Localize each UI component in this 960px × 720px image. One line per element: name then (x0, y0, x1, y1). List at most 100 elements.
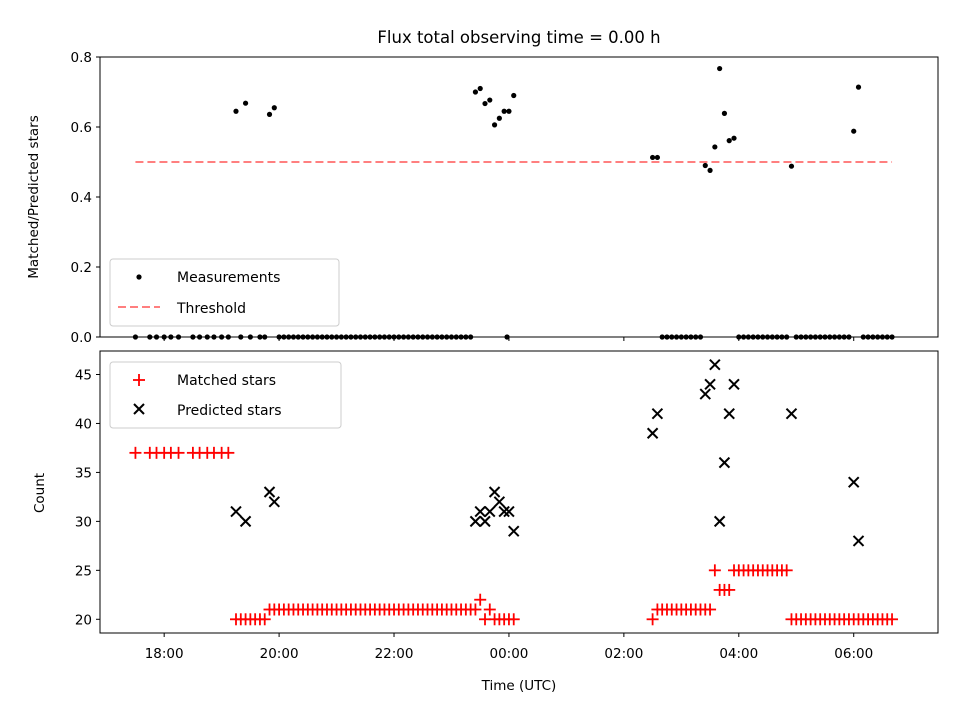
matched-star-point (474, 593, 487, 606)
top-x-ticks (163, 337, 855, 341)
predicted-star-point (508, 525, 520, 537)
matched-star-point (507, 613, 520, 626)
y-tick-label: 30 (75, 514, 92, 530)
predicted-star-point (503, 505, 515, 518)
matched-star-point (469, 603, 482, 616)
predicted-star-point (728, 378, 740, 390)
top-y-axis-label: Matched/Predicted stars (26, 115, 42, 278)
legend-matched-label: Matched stars (177, 373, 276, 389)
measurement-point (511, 92, 517, 99)
matched-star-point (129, 446, 142, 459)
measurement-point (501, 108, 507, 114)
bottom-legend: Matched stars Predicted stars (109, 361, 342, 429)
legend-measurements-marker (136, 274, 142, 280)
predicted-star-point (709, 359, 721, 371)
measurement-point (496, 115, 502, 121)
x-tick-label: 02:00 (604, 646, 643, 662)
measurement-point (491, 122, 498, 128)
predicted-star-point (484, 505, 496, 518)
measurement-point (233, 108, 239, 114)
matched-star-point (704, 603, 717, 616)
predicted-star-point (488, 486, 501, 498)
predicted-star-point (651, 407, 664, 420)
measurement-point (266, 111, 273, 117)
measurement-point (506, 108, 512, 114)
measurement-point (482, 100, 488, 107)
measurement-point (242, 100, 249, 106)
predicted-star-point (493, 496, 506, 508)
measurement-point (707, 167, 713, 173)
matched-star-point (483, 603, 496, 616)
y-tick-label: 0.4 (71, 190, 92, 206)
chart-title: Flux total observing time = 0.00 h (377, 28, 660, 47)
legend-matched-marker (133, 374, 145, 386)
predicted-star-point (479, 515, 491, 528)
predicted-star-point (268, 496, 281, 508)
matched-star-point (723, 583, 736, 596)
predicted-star-point (852, 535, 865, 547)
predicted-star-point (699, 388, 711, 400)
y-tick-label: 25 (75, 563, 92, 579)
measurement-point (477, 85, 483, 92)
y-tick-label: 0.0 (71, 330, 92, 346)
predicted-star-point (848, 476, 860, 488)
measurement-point (726, 138, 732, 144)
bottom-x-ticks: 18:00 20:00 22:00 00:00 02:00 04:00 06:00 (145, 633, 873, 662)
predicted-star-point (704, 378, 716, 390)
y-tick-label: 45 (75, 368, 92, 384)
measurement-point (851, 128, 857, 134)
bottom-marks (129, 359, 899, 626)
bottom-y-axis-label: Count (32, 473, 48, 513)
x-tick-label: 06:00 (834, 646, 873, 662)
legend-predicted-label: Predicted stars (177, 403, 282, 419)
matched-star-point (222, 446, 235, 459)
top-y-ticks: 0.0 0.2 0.4 0.6 0.8 (71, 50, 100, 346)
measurement-point (731, 135, 737, 141)
y-tick-label: 35 (75, 465, 92, 481)
predicted-star-point (263, 486, 276, 498)
measurement-point (654, 154, 660, 161)
measurement-point (717, 65, 723, 72)
measurement-point (472, 89, 479, 95)
predicted-star-point (469, 515, 482, 528)
predicted-star-point (474, 505, 486, 518)
matched-star-point (646, 613, 659, 626)
x-tick-label: 22:00 (375, 646, 414, 662)
bottom-legend-box (109, 361, 342, 429)
legend-measurements-label: Measurements (177, 270, 280, 286)
measurement-point (788, 163, 795, 169)
measurement-point (721, 110, 728, 116)
measurement-point (271, 105, 277, 111)
predicted-star-point (718, 456, 731, 469)
y-tick-label: 0.8 (71, 50, 92, 66)
legend-threshold-label: Threshold (176, 301, 246, 317)
predicted-star-point (646, 427, 659, 439)
y-tick-label: 0.2 (71, 260, 92, 276)
predicted-star-point (713, 515, 726, 528)
bottom-panel: 20 25 30 35 40 45 18:00 20:00 22:00 00:00 02:00 04… (32, 350, 939, 694)
predicted-star-point (498, 505, 510, 518)
matched-star-point (172, 446, 185, 459)
y-tick-label: 0.6 (71, 120, 92, 136)
matched-star-point (708, 564, 721, 577)
x-axis-label: Time (UTC) (481, 678, 557, 694)
x-tick-label: 18:00 (145, 646, 184, 662)
measurement-point (487, 97, 493, 103)
measurement-point (702, 162, 708, 169)
predicted-star-point (723, 407, 735, 420)
bottom-axes-frame (99, 350, 939, 634)
measurement-point (712, 144, 718, 150)
measurement-point (855, 84, 862, 90)
predicted-star-point (785, 407, 798, 420)
x-tick-label: 20:00 (260, 646, 299, 662)
top-legend-box (109, 258, 340, 327)
top-legend: Measurements Threshold (109, 258, 340, 327)
y-tick-label: 40 (75, 416, 92, 432)
predicted-star-point (230, 505, 242, 518)
measurement-point (650, 154, 656, 161)
y-tick-label: 20 (75, 612, 92, 628)
legend-predicted-marker (133, 403, 145, 415)
matched-star-point (258, 613, 271, 626)
x-tick-label: 04:00 (719, 646, 758, 662)
